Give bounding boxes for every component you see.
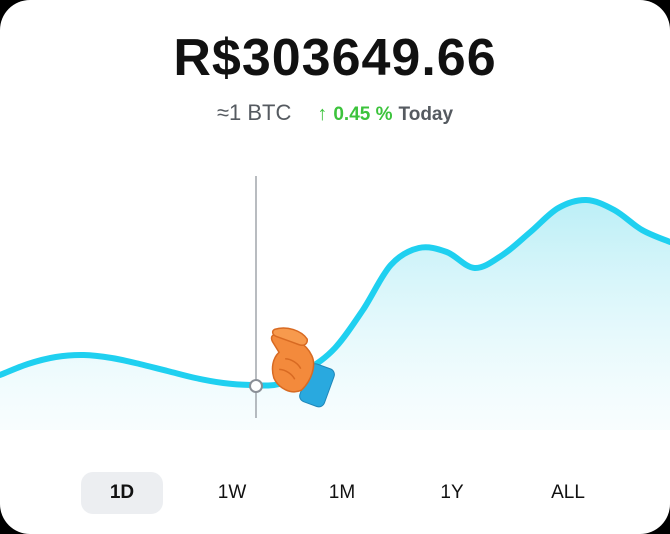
price-series-line bbox=[0, 196, 670, 389]
pointing-hand-icon bbox=[270, 327, 335, 408]
change-percent: 0.45 % bbox=[333, 104, 393, 125]
range-tab-1m[interactable]: 1M bbox=[328, 482, 356, 503]
range-tab-1y[interactable]: 1Y bbox=[440, 482, 464, 503]
price-subline: ≈1 BTC ↑ 0.45 % Today bbox=[0, 100, 670, 126]
btc-amount: ≈1 BTC bbox=[216, 100, 292, 125]
price-chart[interactable] bbox=[0, 170, 670, 430]
range-tab-1d[interactable]: 1D bbox=[81, 472, 163, 514]
range-tab-1w[interactable]: 1W bbox=[217, 482, 247, 503]
chart-cursor-dot[interactable] bbox=[249, 379, 263, 393]
arrow-up-icon: ↑ bbox=[317, 103, 328, 125]
range-tab-all[interactable]: ALL bbox=[551, 482, 585, 503]
daily-change: ↑ 0.45 % Today bbox=[317, 103, 453, 126]
change-period: Today bbox=[398, 104, 454, 125]
price-value: R$303649.66 bbox=[173, 29, 497, 87]
time-range-selector: 1D 1W 1M 1Y ALL bbox=[0, 472, 670, 514]
price-area-fill bbox=[0, 199, 670, 430]
